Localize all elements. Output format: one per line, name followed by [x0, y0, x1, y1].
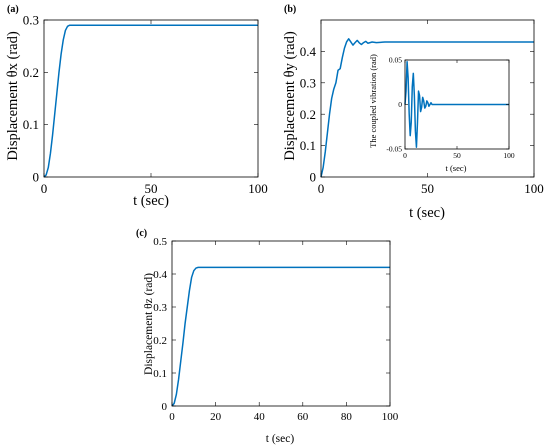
y-tick-label-a-2: 0.2	[23, 65, 39, 80]
y-tick-label-c-2: 0.2	[153, 335, 167, 347]
y-tick-label-b-3: 0.3	[300, 75, 316, 90]
x-tick-label-a-1: 50	[145, 181, 158, 196]
x-tick-label-a-2: 100	[248, 181, 268, 196]
y-tick-label-b-1: 0.1	[300, 138, 316, 153]
series-line-b-0	[320, 38, 534, 178]
panel-a-xlabel: t (sec)	[133, 193, 169, 209]
panel-b-xlabel: t (sec)	[409, 205, 445, 221]
x-tick-label-b-inset-1: 50	[453, 151, 461, 160]
axes-box-c	[171, 240, 391, 407]
x-tick-label-c-3: 60	[297, 411, 309, 423]
panel-b-inset: The coupled vibration (rad) t (sec) 0 50 1…	[368, 54, 515, 173]
x-tick-label-c-2: 40	[254, 411, 266, 423]
inset-xlabel: t (sec)	[445, 163, 466, 173]
x-tick-label-b-1: 50	[421, 181, 434, 196]
x-tick-label-a-0: 0	[41, 181, 48, 196]
panel-a-label: (a)	[7, 4, 19, 15]
panel-b-ylabel: Displacement θy (rad)	[282, 31, 298, 161]
y-tick-label-a-0: 0	[33, 170, 40, 185]
series-line-a-0	[43, 24, 258, 178]
x-tick-label-b-2: 100	[524, 181, 544, 196]
y-tick-label-c-0: 0	[162, 401, 168, 413]
panel-c-ylabel: Displacement θz (rad)	[143, 273, 155, 375]
inset-ylabel: The coupled vibration (rad)	[368, 54, 378, 148]
y-tick-label-c-3: 0.3	[153, 302, 167, 314]
series-line-b-inset-0	[404, 61, 509, 148]
x-tick-label-c-4: 80	[341, 411, 353, 423]
panel-b-label: (b)	[284, 4, 296, 15]
panel-c: (c) Displacement θz (rad) t (sec) 0 20 40 6…	[136, 228, 399, 445]
y-tick-label-b-inset-0: -0.05	[386, 145, 402, 154]
y-tick-label-b-inset-2: 0.05	[389, 56, 402, 65]
panel-a: (a) Displacement θx (rad) t (sec) 0 50 100…	[5, 4, 268, 209]
y-tick-label-b-inset-1: 0	[398, 100, 402, 109]
y-tick-label-c-5: 0.5	[153, 236, 167, 248]
x-tick-label-c-1: 20	[210, 411, 222, 423]
x-tick-label-c-0: 0	[169, 411, 175, 423]
x-tick-label-b-0: 0	[318, 181, 325, 196]
x-tick-label-b-inset-2: 100	[503, 151, 515, 160]
y-tick-label-b-2: 0.2	[300, 107, 316, 122]
plot-area-c	[172, 241, 390, 406]
plot-area-a	[44, 20, 258, 177]
series-line-c-0	[171, 266, 390, 407]
y-tick-label-a-1: 0.1	[23, 117, 39, 132]
y-tick-label-a-3: 0.3	[23, 13, 39, 28]
x-tick-label-b-inset-0: 0	[403, 151, 407, 160]
y-tick-label-c-1: 0.1	[153, 368, 167, 380]
y-tick-label-b-0: 0	[310, 170, 317, 185]
y-tick-label-c-4: 0.4	[153, 269, 167, 281]
panel-a-ylabel: Displacement θx (rad)	[5, 31, 21, 161]
y-tick-label-b-4: 0.4	[300, 44, 317, 59]
panel-c-label: (c)	[136, 228, 147, 239]
panel-c-xlabel: t (sec)	[266, 433, 295, 445]
x-tick-label-c-5: 100	[382, 411, 399, 423]
